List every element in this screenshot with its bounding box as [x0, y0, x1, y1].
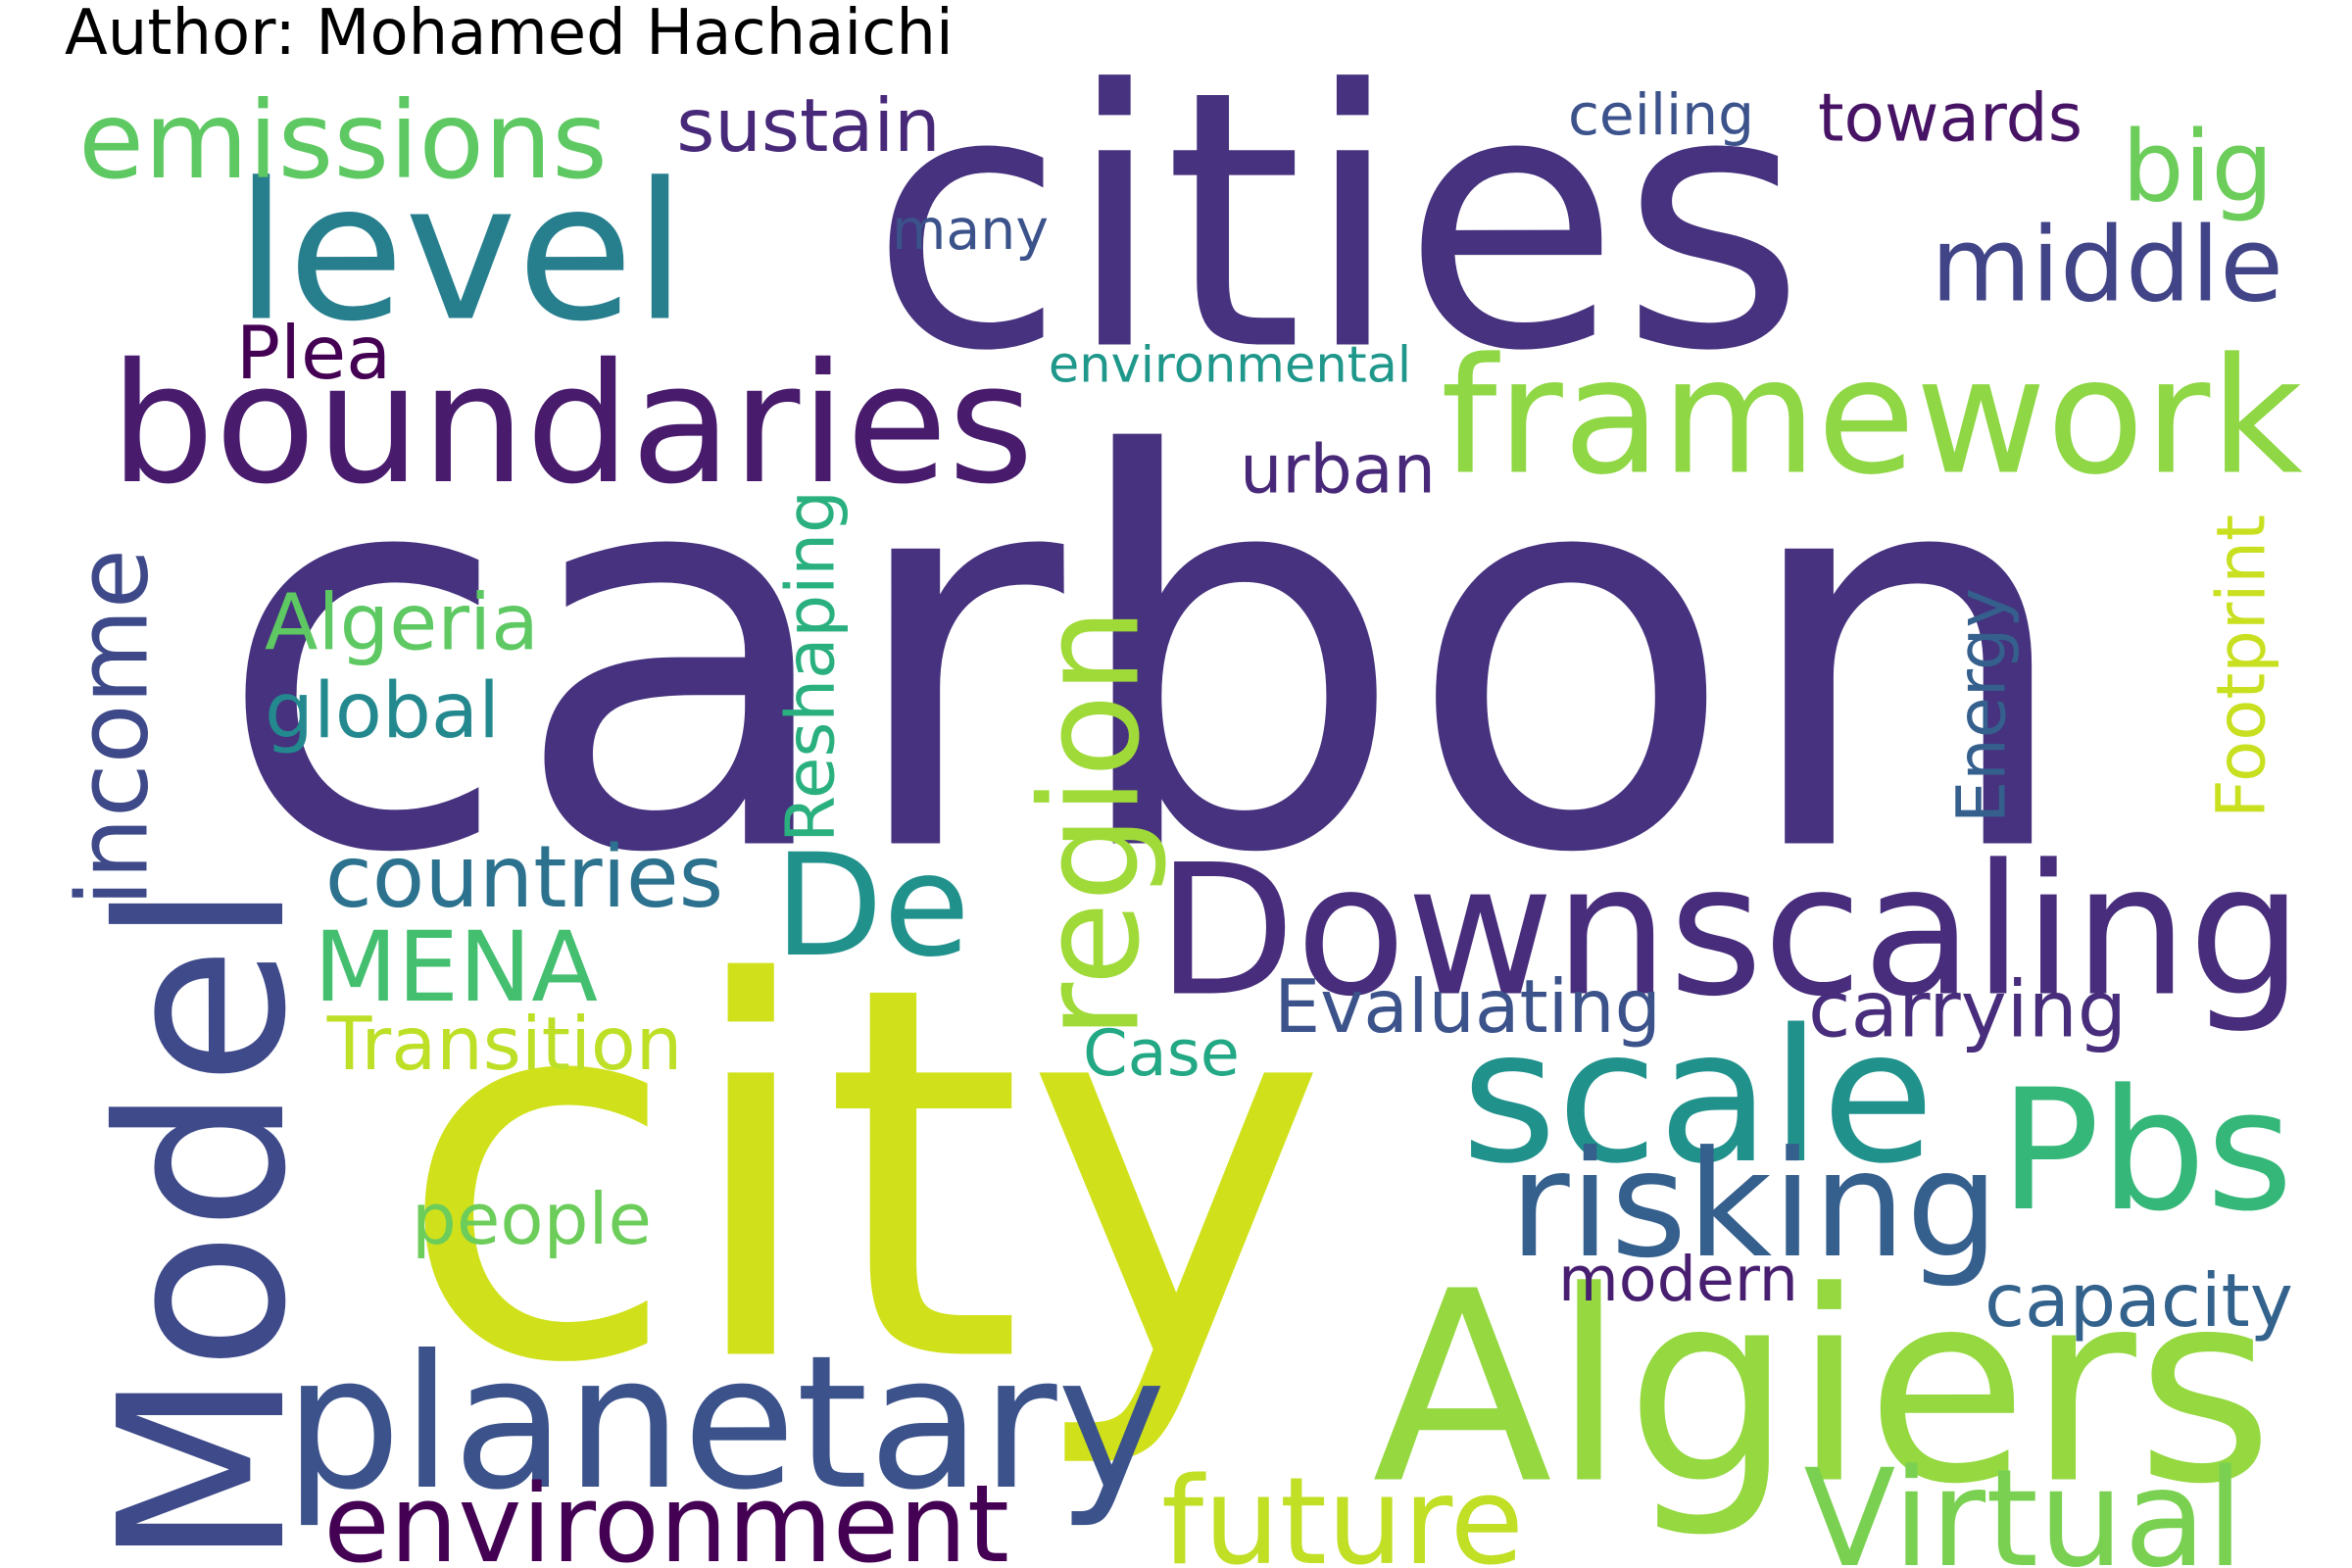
word-evaluating: Evaluating — [1274, 964, 1661, 1050]
word-model: Model — [71, 882, 336, 1568]
word-big: big — [2122, 110, 2274, 224]
word-capacity: capacity — [1984, 1258, 2293, 1344]
word-plea: Plea — [236, 310, 391, 396]
word-emissions: emissions — [78, 78, 608, 203]
word-boundaries: boundaries — [110, 327, 1034, 520]
word-people: people — [412, 1179, 652, 1261]
word-risking: risking — [1509, 1120, 1999, 1291]
word-modern: modern — [1558, 1243, 1798, 1315]
word-footprint: Footprint — [2203, 514, 2281, 818]
word-pbs: Pbs — [1999, 1054, 2293, 1249]
word-case: Case — [1083, 1016, 1240, 1091]
word-virtual: Virtual — [1803, 1441, 2243, 1568]
word-global: global — [265, 665, 500, 756]
word-reshaping: Reshaping — [772, 490, 851, 843]
word-ceiling: ceiling — [1568, 81, 1754, 148]
word-middle: middle — [1931, 205, 2283, 325]
word-towards: towards — [1818, 79, 2082, 157]
word-algiers: Algiers — [1372, 1237, 2274, 1543]
word-environmental: environmental — [1049, 337, 1411, 395]
word-mena: MENA — [314, 911, 598, 1024]
word-carbon: carbon — [216, 343, 2078, 971]
word-city: city — [396, 877, 1328, 1476]
word-level: level — [235, 142, 687, 364]
word-income: income — [56, 549, 171, 906]
word-de: De — [774, 824, 970, 989]
word-planetary: planetary — [284, 1316, 1166, 1531]
word-many: many — [892, 198, 1049, 263]
word-region: region — [1011, 608, 1170, 1039]
word-environment: environment — [323, 1461, 1009, 1568]
word-transition: Transition — [326, 1001, 683, 1087]
word-downscaling: Downscaling — [1156, 826, 2303, 1037]
word-algeria: Algeria — [265, 577, 539, 668]
word-carrying: carrying — [1808, 964, 2127, 1055]
author-caption: Author: Mohamed Hachaichi — [65, 0, 954, 70]
word-cities: cities — [870, 17, 1806, 429]
word-scale: scale — [1461, 991, 1935, 1204]
word-framework: framework — [1441, 323, 2303, 511]
word-future: future — [1161, 1451, 1524, 1568]
word-energy: Energy — [1943, 588, 2022, 823]
word-sustain: sustain — [676, 82, 940, 169]
word-urban: urban — [1240, 432, 1436, 510]
word-countries: countries — [325, 827, 724, 927]
